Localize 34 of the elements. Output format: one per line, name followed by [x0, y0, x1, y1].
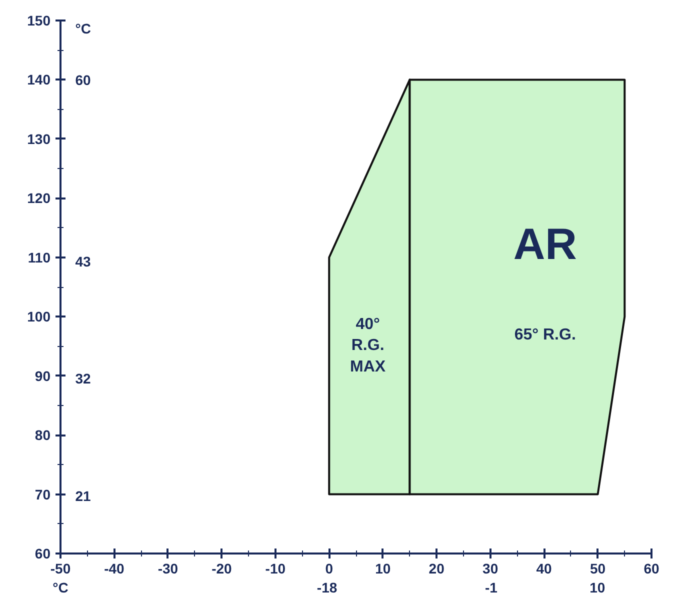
annotation: 65° R.G.: [514, 326, 576, 344]
y2-tick-label: 60: [75, 72, 92, 88]
x2-tick-label: -1: [484, 580, 498, 596]
y2-axis-title: °C: [75, 20, 91, 36]
x2-axis-title: °C: [52, 580, 68, 596]
x-tick-label: 60: [644, 560, 660, 576]
x-tick-label: -20: [212, 560, 232, 576]
x-tick-label: -10: [265, 560, 286, 576]
y-tick-label: 150: [27, 12, 51, 28]
x-tick-label: 50: [590, 560, 606, 576]
x-tick-label: 30: [482, 560, 498, 576]
y2-tick-label: 21: [75, 488, 92, 504]
y-tick-label: 80: [34, 427, 51, 444]
y-tick-label: 60: [34, 546, 51, 562]
x-tick-label: 20: [428, 560, 445, 576]
x2-tick-label: 10: [590, 580, 606, 596]
y-tick-label: 100: [27, 308, 51, 325]
x-tick-label: 40: [536, 560, 552, 576]
annotation: AR: [513, 220, 577, 269]
x-tick-label: -40: [104, 560, 125, 576]
y-tick-label: 120: [27, 190, 51, 206]
annotation: 40° R.G. MAX: [350, 316, 386, 376]
y-tick-label: 130: [27, 130, 51, 147]
y-tick-label: 140: [27, 72, 51, 88]
y-tick-label: 70: [34, 486, 51, 502]
y-tick-label: 110: [28, 249, 51, 266]
x-tick-label: 0: [325, 560, 334, 576]
y2-tick-label: 32: [75, 370, 92, 387]
x-tick-label: 10: [375, 560, 391, 576]
y2-tick-label: 43: [75, 253, 92, 270]
x-tick-label: -30: [158, 560, 178, 576]
x2-tick-label: -18: [316, 580, 338, 596]
x-tick-label: -50: [50, 560, 71, 576]
y-tick-label: 90: [34, 368, 51, 384]
